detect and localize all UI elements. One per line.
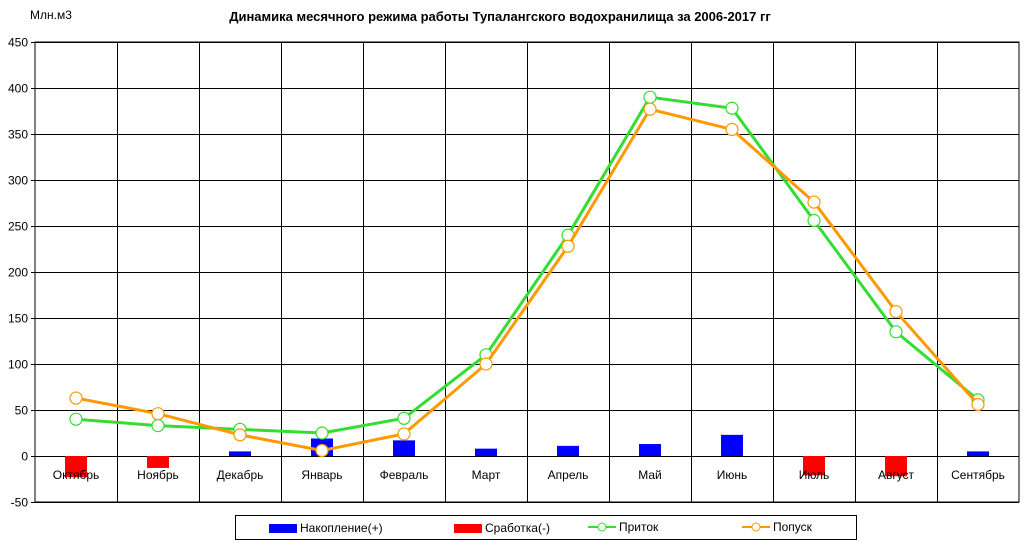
line-inflow bbox=[75, 95, 979, 435]
x-tick-label: Ноябрь bbox=[137, 468, 179, 482]
point-release bbox=[397, 427, 411, 441]
y-tick-label: 450 bbox=[8, 36, 28, 50]
legend-item-accumulation: Накопление(+) bbox=[269, 521, 383, 535]
point-inflow bbox=[397, 411, 411, 425]
point-inflow bbox=[725, 101, 739, 115]
legend-line-inflow bbox=[588, 520, 616, 534]
point-release bbox=[69, 391, 83, 405]
bar-accumulation bbox=[229, 451, 251, 456]
legend-line-release bbox=[742, 520, 770, 534]
bar-drawdown bbox=[803, 456, 825, 476]
chart-title: Динамика месячного режима работы Тупалан… bbox=[229, 9, 771, 24]
y-tick-label: 200 bbox=[8, 266, 28, 280]
point-release bbox=[233, 428, 247, 442]
y-tick-label: 50 bbox=[15, 404, 29, 418]
legend: Накопление(+) Сработка(-) Приток Попуск bbox=[235, 515, 857, 540]
x-tick-label: Апрель bbox=[548, 468, 589, 482]
point-inflow bbox=[807, 213, 821, 228]
x-tick-label: Декабрь bbox=[217, 468, 264, 482]
point-release bbox=[807, 195, 821, 209]
legend-label-inflow: Приток bbox=[619, 520, 659, 534]
bar-accumulation bbox=[721, 434, 743, 456]
point-release bbox=[479, 357, 493, 371]
legend-label-release: Попуск bbox=[773, 520, 812, 534]
bar-accumulation bbox=[639, 444, 661, 456]
x-tick-label: Март bbox=[472, 468, 501, 482]
line-release bbox=[75, 107, 980, 452]
point-inflow bbox=[151, 419, 165, 433]
x-tick-label: Июнь bbox=[717, 468, 748, 482]
y-tick-label: 250 bbox=[8, 220, 28, 234]
point-release bbox=[151, 407, 165, 421]
point-release bbox=[725, 122, 739, 136]
y-tick-label: 300 bbox=[8, 174, 28, 188]
bar-drawdown bbox=[885, 456, 907, 477]
x-tick-label: Август bbox=[878, 468, 915, 482]
point-inflow bbox=[315, 426, 329, 440]
point-release bbox=[561, 239, 575, 253]
x-tick-label: Май bbox=[638, 468, 662, 482]
legend-label-drawdown: Сработка(-) bbox=[485, 521, 550, 535]
x-tick-label: Октябрь bbox=[53, 468, 100, 482]
legend-item-inflow: Приток bbox=[588, 520, 658, 534]
bar-accumulation bbox=[393, 440, 415, 456]
point-inflow bbox=[889, 325, 903, 339]
bar-drawdown bbox=[147, 456, 169, 468]
x-tick-label: Сентябрь bbox=[951, 468, 1005, 482]
point-release bbox=[315, 443, 329, 458]
bar-drawdown bbox=[65, 456, 87, 478]
legend-swatch-drawdown bbox=[454, 523, 482, 533]
legend-item-drawdown: Сработка(-) bbox=[454, 521, 550, 535]
y-tick-label: -50 bbox=[11, 496, 29, 510]
point-release bbox=[889, 304, 903, 319]
x-tick-label: Январь bbox=[301, 468, 342, 482]
bar-accumulation bbox=[475, 448, 497, 456]
x-tick-label: Февраль bbox=[380, 468, 429, 482]
point-inflow bbox=[643, 90, 657, 104]
y-tick-label: 100 bbox=[8, 358, 28, 372]
y-tick-label: 350 bbox=[8, 128, 28, 142]
legend-swatch-accumulation bbox=[269, 523, 297, 533]
y-axis-unit-label: Млн.м3 bbox=[30, 8, 72, 22]
y-tick-label: 400 bbox=[8, 82, 28, 96]
legend-label-accumulation: Накопление(+) bbox=[300, 521, 383, 535]
y-tick-label: 0 bbox=[21, 450, 28, 464]
point-release bbox=[971, 397, 985, 412]
x-tick-label: Июль bbox=[799, 468, 830, 482]
bar-accumulation bbox=[967, 451, 989, 456]
legend-item-release: Попуск bbox=[742, 520, 812, 534]
point-release bbox=[643, 102, 657, 116]
y-tick-label: 150 bbox=[8, 312, 28, 326]
point-inflow bbox=[69, 412, 83, 426]
bar-accumulation bbox=[557, 445, 579, 456]
